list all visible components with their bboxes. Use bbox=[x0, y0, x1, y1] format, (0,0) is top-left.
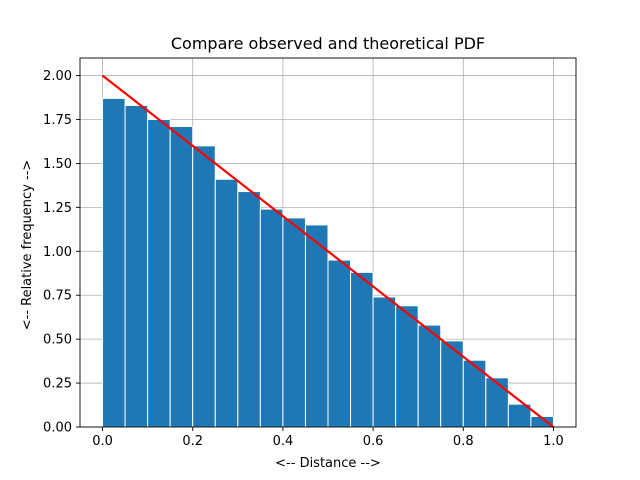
plot-frame bbox=[79, 57, 577, 428]
histogram-bar bbox=[237, 191, 261, 428]
histogram-bar bbox=[259, 208, 284, 428]
x-axis-label: <-- Distance --> bbox=[275, 456, 381, 471]
histogram-bar bbox=[372, 296, 397, 428]
y-tick-label: 1.00 bbox=[43, 245, 72, 260]
y-axis-label: <-- Relative frequency --> bbox=[20, 160, 35, 331]
histogram-bar bbox=[304, 224, 329, 428]
chart-title: Compare observed and theoretical PDF bbox=[171, 34, 485, 53]
y-tick-label: 2.00 bbox=[43, 69, 72, 84]
x-tick-label: 0.0 bbox=[92, 434, 113, 449]
histogram-bar bbox=[282, 217, 306, 428]
x-tick-label: 1.0 bbox=[543, 434, 564, 449]
histogram-bar bbox=[124, 104, 149, 428]
y-tick-label: 1.75 bbox=[43, 113, 72, 128]
ticks: 0.0 0.2 0.4 0.6 0.8 1.0 0.00 0.25 0.50 0.75 1.00 1.… bbox=[43, 69, 564, 449]
histogram-bar bbox=[192, 145, 216, 428]
y-tick-label: 1.25 bbox=[43, 201, 72, 216]
histogram-bar bbox=[462, 359, 487, 428]
y-tick-label: 0.00 bbox=[43, 421, 72, 436]
histogram-bar bbox=[102, 97, 126, 428]
theoretical-line-segment bbox=[101, 74, 555, 428]
y-tick-label: 0.75 bbox=[43, 289, 72, 304]
x-tick-label: 0.2 bbox=[182, 434, 203, 449]
x-tick-label: 0.8 bbox=[453, 434, 474, 449]
histogram-bar bbox=[485, 377, 509, 428]
theoretical-pdf-line bbox=[101, 74, 555, 428]
y-tick-label: 0.50 bbox=[43, 333, 72, 348]
histogram-bar bbox=[395, 305, 419, 428]
y-tick-label: 0.25 bbox=[43, 377, 72, 392]
histogram-bar bbox=[147, 119, 171, 428]
histogram-bar bbox=[169, 126, 194, 428]
x-tick-label: 0.4 bbox=[273, 434, 294, 449]
histogram-bar bbox=[350, 271, 374, 428]
x-tick-label: 0.6 bbox=[363, 434, 384, 449]
histogram-bars bbox=[102, 97, 554, 428]
histogram-bar bbox=[327, 259, 352, 428]
histogram-bar bbox=[214, 178, 239, 428]
y-tick-label: 1.50 bbox=[43, 157, 72, 172]
axes bbox=[79, 57, 577, 428]
histogram-bar bbox=[417, 324, 442, 428]
